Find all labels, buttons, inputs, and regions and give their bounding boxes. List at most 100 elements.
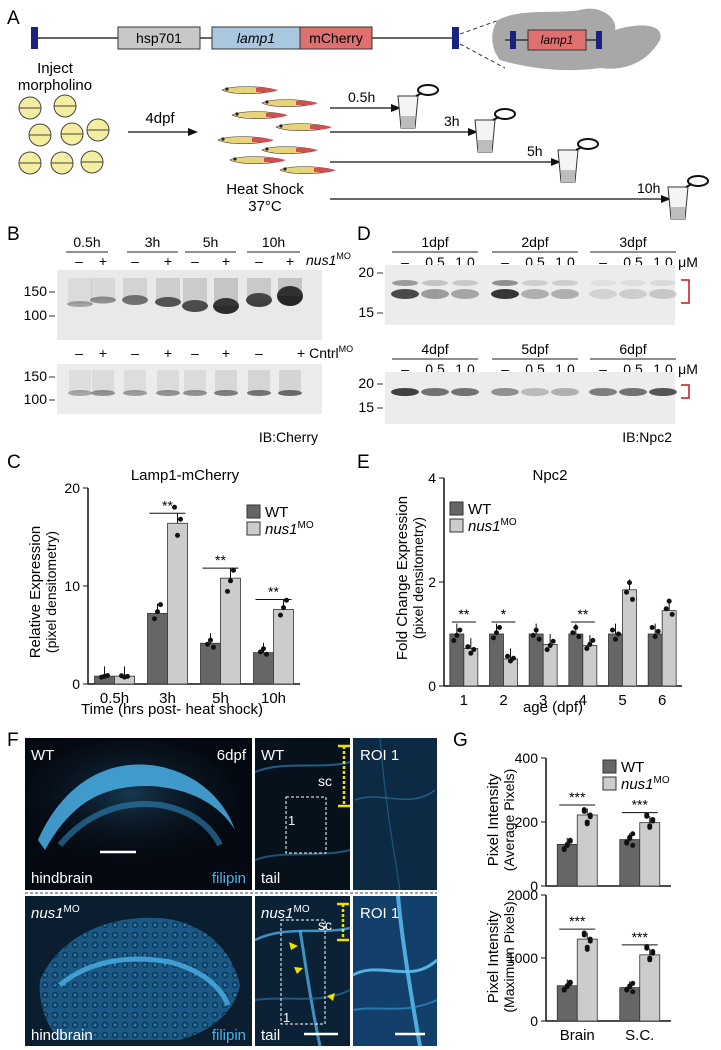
data-point [627,983,633,989]
data-point [172,504,177,510]
mw-100-top: 100 [24,307,48,323]
data-point [584,944,590,950]
blot-band [492,280,518,286]
data-point [587,641,593,647]
blot-band [391,388,419,396]
data-point [158,602,163,608]
blot-smear [184,370,206,392]
dose-label: – [401,254,409,270]
embryo [28,123,52,147]
embryo [18,96,42,120]
image-wt-tail [255,738,350,890]
filipin-label-mo: filipin [212,1027,246,1044]
data-point [630,831,636,837]
embryo [50,151,74,175]
promoter-box [117,26,201,50]
blot-b-bottom [57,364,322,414]
data-point [652,634,658,640]
significance-label: *** [632,797,649,813]
blot-smear [279,370,301,392]
blot-smear [215,370,237,392]
larva [261,99,318,108]
data-point [105,673,110,679]
construct-left-end [31,27,38,49]
blot-band [551,388,579,396]
data-point [567,979,573,985]
lane-sign: – [255,345,263,361]
y-tick-label: 400 [515,750,539,766]
data-point [644,812,650,818]
data-point [616,631,621,637]
y-tick-label: 0 [530,1013,538,1029]
data-point [258,649,263,655]
x-tick-label: 6 [658,692,666,709]
blot-band [421,289,449,299]
significance-label: *** [569,789,586,805]
data-point [655,628,661,634]
data-point [491,635,496,641]
blot-band [182,300,208,312]
data-point [284,597,289,603]
dose-label: – [501,361,509,377]
bar-WT [619,839,641,887]
data-point [530,632,536,638]
roi-box-wt [285,796,327,854]
blot-band [589,289,617,299]
panel-label-g: G [453,730,468,751]
bar-WT [200,642,221,685]
blot-band [91,390,115,396]
fish-lamp1-box [527,29,587,51]
legend-label: nus1MO [265,520,314,538]
dose-label: – [599,254,607,270]
panel-label-f: F [7,730,19,751]
blot-d-row2-bands [391,388,677,396]
bar-WT [556,985,578,1022]
legend-label: WT [468,501,491,518]
lane-sign: – [75,345,83,361]
significance-label: *** [569,913,586,929]
data-point [544,647,550,653]
blot-b-header: 0.5h 3h 5h 10h– + – + – + – + [66,234,300,269]
y-tick-label: 2 [428,574,436,590]
promoter-label: hsp701 [136,30,182,46]
timepoint-label: 3h [444,113,460,129]
blot-smear [156,278,180,302]
lane-sign: – [191,253,199,269]
bar-nus1 [639,822,661,887]
construct-right-end [452,27,459,49]
data-point [630,989,636,995]
dpf-header: 2dpf [521,234,548,250]
blot-band [183,390,207,396]
blot-band [619,289,647,299]
blot-smear [69,370,91,392]
data-point [561,846,567,852]
dpf-header: 5dpf [521,341,548,357]
significance-label: * [501,606,507,622]
blot-band [521,388,549,396]
filipin-label-wt: filipin [212,870,246,887]
blot-band [650,280,676,286]
blot-smear [157,370,179,392]
ib-cherry-label: IB:Cherry [259,429,318,445]
data-point [125,673,130,679]
blot-band [552,280,578,286]
fish-lamp1-label: lamp1 [541,33,574,47]
y-tick-label: 0 [428,678,436,694]
timepoint-arrows: 0.5h 3h 5h 10h [330,84,709,220]
x-tick-label: 0.5h [100,690,129,707]
arrowhead-marker [327,993,335,1001]
cntrl-mo-label: + CntrlMO [297,344,353,361]
data-point [454,632,460,638]
blot-band [451,289,479,299]
chart-c-title: Lamp1-mCherry [131,467,240,484]
collection-tube [397,84,439,129]
data-point [465,644,471,650]
data-point [649,625,655,630]
data-point [666,598,672,604]
lane-sign: + [99,345,107,361]
bar-WT [489,633,504,687]
x-tick-label: 1 [460,692,468,709]
